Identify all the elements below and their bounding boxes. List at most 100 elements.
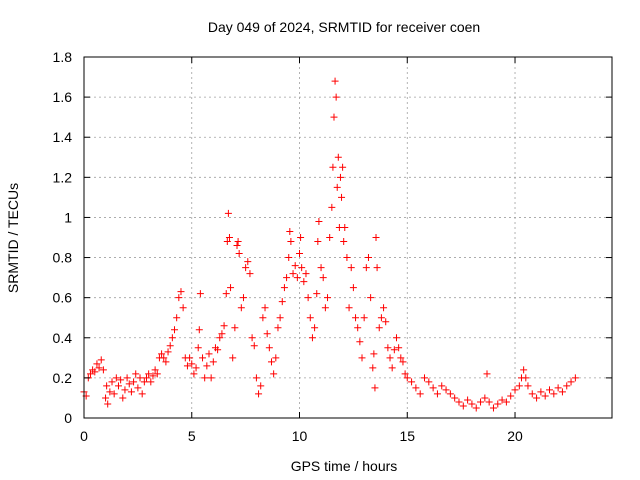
data-point — [145, 370, 153, 378]
data-point — [136, 374, 144, 382]
data-point — [153, 370, 161, 378]
data-point — [384, 344, 392, 352]
data-point — [246, 270, 254, 278]
data-point — [403, 374, 411, 382]
data-point — [233, 242, 241, 250]
data-point — [103, 382, 111, 390]
data-point — [399, 358, 407, 366]
points-layer — [80, 77, 579, 412]
data-point — [194, 344, 202, 352]
data-point — [190, 370, 198, 378]
data-point — [433, 390, 441, 398]
data-point — [533, 394, 541, 402]
data-point — [220, 322, 228, 330]
data-point — [329, 163, 337, 171]
data-point — [285, 254, 293, 262]
data-point — [86, 370, 94, 378]
data-point — [326, 234, 334, 241]
data-point — [164, 348, 172, 356]
data-point — [317, 264, 325, 272]
data-point — [354, 324, 362, 332]
data-point — [93, 360, 101, 368]
data-point — [106, 388, 114, 396]
data-point — [119, 394, 127, 402]
data-point — [218, 330, 226, 338]
data-point — [502, 398, 510, 406]
data-point — [537, 388, 545, 396]
data-point — [554, 384, 562, 392]
data-point — [138, 390, 146, 398]
data-point — [515, 382, 523, 390]
data-point — [302, 270, 310, 278]
data-point — [550, 390, 558, 398]
data-point — [186, 354, 194, 362]
data-point — [130, 378, 138, 386]
data-point — [358, 354, 366, 362]
data-point — [127, 388, 135, 396]
data-point — [280, 284, 288, 292]
data-point — [267, 358, 275, 366]
x-axis-label: GPS time / hours — [291, 458, 398, 474]
data-point — [272, 354, 280, 362]
data-point — [158, 350, 166, 358]
data-point — [369, 364, 377, 372]
data-point — [451, 394, 459, 402]
data-point — [108, 378, 116, 386]
data-point — [339, 163, 347, 171]
data-point — [315, 217, 323, 225]
data-point — [438, 382, 446, 390]
data-point — [166, 342, 174, 350]
data-point — [225, 234, 233, 241]
data-point — [112, 374, 120, 382]
data-point — [147, 378, 155, 386]
data-point — [472, 404, 480, 412]
data-point — [188, 360, 196, 368]
data-point — [117, 376, 125, 384]
data-point — [274, 324, 282, 332]
data-point — [203, 362, 211, 370]
data-point — [425, 378, 433, 386]
data-point — [121, 386, 129, 394]
data-point — [297, 234, 305, 241]
data-point — [223, 238, 231, 246]
y-tick-label: 1 — [64, 209, 72, 225]
data-point — [114, 382, 122, 390]
y-tick-label: 1.4 — [53, 129, 73, 145]
data-point — [179, 304, 187, 312]
data-point — [459, 402, 467, 410]
plot-frame — [83, 56, 613, 419]
data-point — [571, 374, 579, 382]
data-point — [520, 366, 528, 374]
data-point — [349, 284, 357, 292]
y-tick-label: 1.8 — [53, 49, 73, 65]
data-point — [489, 404, 497, 412]
data-point — [207, 374, 215, 382]
data-point — [209, 358, 217, 366]
data-point — [276, 314, 284, 322]
data-point — [377, 314, 385, 322]
data-point — [392, 334, 400, 342]
data-point — [331, 77, 339, 85]
data-point — [343, 254, 351, 262]
data-point — [442, 386, 450, 394]
x-tick-label: 10 — [292, 428, 308, 444]
data-point — [296, 250, 304, 258]
data-point — [360, 314, 368, 322]
data-point — [468, 400, 476, 408]
x-tick-label: 5 — [188, 428, 196, 444]
y-axis-label: SRMTID / TECUs — [5, 183, 21, 293]
data-point — [110, 390, 118, 398]
data-point — [265, 344, 273, 352]
data-point — [214, 346, 222, 354]
data-point — [345, 304, 353, 312]
data-point — [347, 264, 355, 272]
data-point — [205, 350, 213, 358]
y-tick-label: 0.4 — [53, 330, 73, 346]
data-point — [319, 274, 327, 282]
data-point — [216, 334, 224, 342]
ticks-layer: 0 0.2 0.4 0.6 0.8 1 1.2 1.4 1.6 1.8 0 5 10 15 20 — [53, 49, 612, 444]
data-point — [421, 374, 429, 382]
data-point — [201, 374, 209, 382]
data-point — [149, 372, 157, 380]
y-tick-label: 1.6 — [53, 89, 73, 105]
